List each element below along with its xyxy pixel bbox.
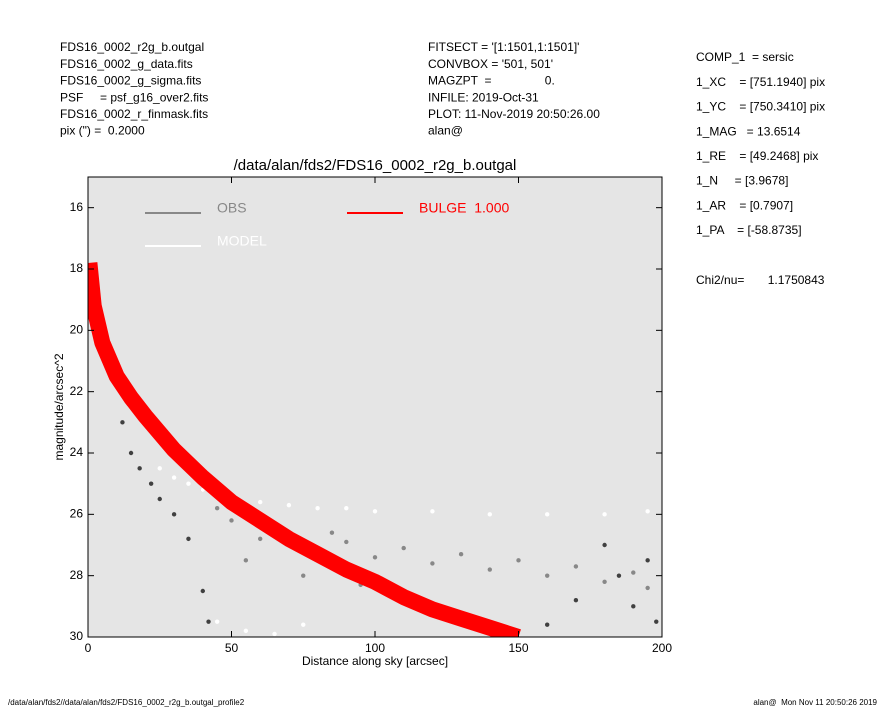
data-point (315, 506, 320, 511)
data-point (171, 512, 177, 517)
model-band (88, 262, 521, 637)
y-tick-label: 28 (70, 568, 84, 582)
data-point (301, 573, 306, 578)
data-point (430, 509, 435, 514)
data-point (206, 619, 211, 624)
data-point (631, 570, 636, 575)
header-right-line: 1_YC = [750.3410] pix (696, 100, 825, 114)
data-point (120, 420, 125, 425)
data-point (344, 506, 349, 511)
data-point (128, 450, 134, 456)
data-point (645, 585, 650, 591)
y-tick-label: 26 (70, 507, 84, 521)
data-point (329, 530, 335, 535)
chart-title: /data/alan/fds2/FDS16_0002_r2g_b.outgal (234, 157, 517, 174)
data-point (214, 619, 220, 624)
y-tick-label: 22 (70, 384, 84, 398)
header-right-line: 1_N = [3.9678] (696, 174, 788, 188)
x-axis-label: Distance along sky [arcsec] (302, 654, 448, 668)
data-point (344, 539, 349, 545)
data-point (616, 573, 622, 578)
data-point (458, 552, 464, 557)
data-point (372, 509, 378, 514)
data-point (631, 604, 636, 609)
data-point (430, 561, 435, 566)
data-point (645, 509, 650, 514)
data-point (258, 499, 263, 505)
header-right-line: 1_RE = [49.2468] pix (696, 149, 818, 163)
header-left-line: FDS16_0002_g_data.fits (60, 57, 193, 71)
data-point (545, 573, 550, 578)
data-point (602, 542, 607, 548)
footer-right: alan@ Mon Nov 11 20:50:26 2019 (753, 698, 877, 707)
y-tick-label: 16 (70, 200, 84, 214)
data-point (243, 558, 249, 563)
data-point (645, 558, 650, 563)
legend-label: OBS (217, 200, 247, 216)
data-point (545, 512, 550, 517)
x-tick-label: 150 (508, 641, 528, 655)
header-center-line: INFILE: 2019-Oct-31 (428, 90, 539, 104)
header-center-line: CONVBOX = '501, 501' (428, 57, 553, 71)
header-center-line: FITSECT = '[1:1501,1:1501]' (428, 40, 579, 54)
plot-marks (88, 262, 659, 637)
header-center-line: MAGZPT = 0. (428, 74, 555, 88)
data-point (186, 481, 191, 486)
data-point (516, 558, 521, 563)
data-point (214, 506, 220, 511)
header-center-line: alan@ (428, 124, 463, 138)
data-point (654, 619, 659, 624)
header-left-line: FDS16_0002_r_finmask.fits (60, 107, 208, 121)
data-point (157, 496, 162, 502)
header-center-line: PLOT: 11-Nov-2019 20:50:26.00 (428, 107, 600, 121)
plot-area (88, 177, 662, 637)
y-tick-label: 20 (70, 323, 84, 337)
data-point (157, 466, 162, 471)
header-right-line: 1_MAG = 13.6514 (696, 124, 801, 138)
header-right-line: COMP_1 = sersic (696, 50, 794, 64)
data-point (487, 567, 492, 572)
y-tick-label: 30 (70, 629, 84, 643)
data-point (487, 512, 492, 517)
data-point (229, 518, 234, 523)
data-point (301, 622, 306, 627)
data-point (545, 622, 550, 627)
data-point (573, 598, 579, 603)
y-tick-label: 18 (70, 261, 84, 275)
data-point (200, 588, 205, 594)
data-point (602, 579, 607, 584)
data-point (286, 502, 292, 508)
legend-label: BULGE 1.000 (419, 200, 509, 216)
header-right-line: 1_PA = [-58.8735] (696, 223, 802, 237)
header-left-line: FDS16_0002_r2g_b.outgal (60, 40, 204, 54)
y-axis-label: magnitude/arcsec^2 (52, 353, 66, 460)
data-point (171, 475, 177, 480)
data-point (186, 536, 191, 542)
x-tick-label: 200 (652, 641, 672, 655)
header-right-line: 1_AR = [0.7907] (696, 198, 793, 212)
x-tick-label: 100 (365, 641, 385, 655)
x-tick-label: 0 (85, 641, 92, 655)
data-point (272, 631, 277, 637)
data-point (401, 545, 406, 551)
header-left-line: PSF = psf_g16_over2.fits (60, 90, 208, 104)
data-point (148, 481, 154, 486)
legend-label: MODEL (217, 233, 267, 249)
data-point (258, 536, 263, 542)
data-point (573, 564, 579, 569)
data-point (137, 466, 142, 471)
data-point (372, 555, 378, 560)
footer-left: /data/alan/fds2//data/alan/fds2/FDS16_00… (8, 698, 245, 707)
data-point (602, 512, 607, 517)
data-point (243, 628, 249, 634)
chi2: Chi2/nu= 1.1750843 (696, 273, 825, 287)
header-left-line: pix (") = 0.2000 (60, 124, 145, 138)
x-tick-label: 50 (225, 641, 239, 655)
header-left-line: FDS16_0002_g_sigma.fits (60, 74, 201, 88)
y-tick-label: 24 (70, 445, 84, 459)
header-right-line: 1_XC = [751.1940] pix (696, 75, 825, 89)
